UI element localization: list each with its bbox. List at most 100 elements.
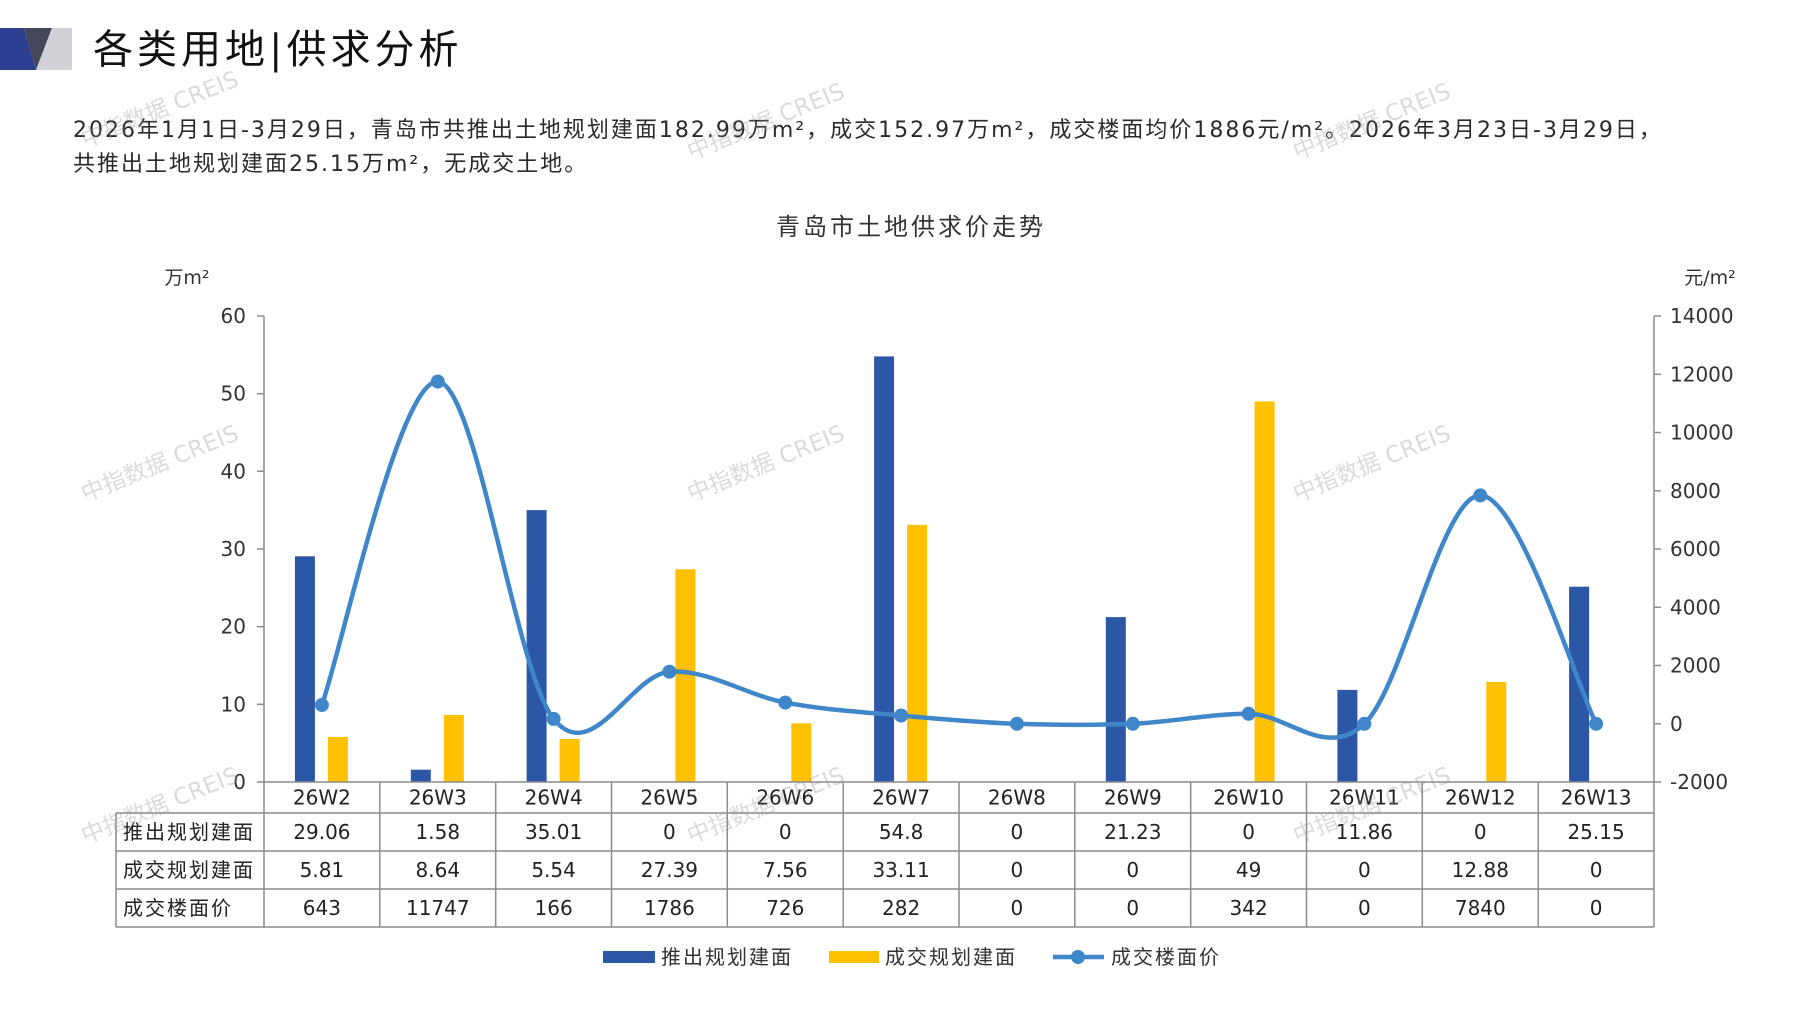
data-table: 26W2 26W3 26W4 26W5 26W6 26W7 26W8 26W9 26W10 26W…: [115, 781, 1655, 928]
category-label: 26W9: [1104, 786, 1162, 810]
table-cell: 0: [1011, 858, 1024, 882]
price-line: [319, 379, 1599, 740]
table-cell: 0: [1126, 858, 1139, 882]
legend-swatch-price-marker: [1071, 950, 1085, 964]
table-cell: 726: [766, 896, 804, 920]
bar-deal-26w5: [675, 569, 696, 782]
left-axis-unit: 万m²: [164, 267, 209, 289]
table-cell: 0: [1590, 858, 1603, 882]
table-cell: 0: [1474, 820, 1487, 844]
price-point-26w3: [430, 374, 445, 389]
category-label: 26W8: [988, 786, 1046, 810]
bar-supply-26w4: [526, 510, 547, 782]
category-label: 26W13: [1561, 786, 1632, 810]
price-point-26w4: [546, 711, 561, 726]
category-label: 26W7: [872, 786, 930, 810]
right-axis-tick-label: 2000: [1670, 654, 1721, 678]
right-axis-tick-label: 6000: [1670, 537, 1721, 561]
summary-line-1: 2026年1月1日-3月29日，青岛市共推出土地规划建面182.99万m²，成交…: [73, 118, 1663, 143]
price-point-26w2: [314, 698, 329, 712]
table-cell: 0: [1358, 858, 1371, 882]
right-axis-tick-label: -2000: [1670, 770, 1728, 794]
category-label: 26W3: [409, 786, 467, 810]
table-cell: 8.64: [416, 858, 461, 882]
table-cell: 0: [1358, 896, 1371, 920]
table-cell: 0: [779, 820, 792, 844]
left-axis-tick-label: 60: [221, 304, 246, 328]
table-cell: 282: [882, 896, 920, 920]
price-line-group: [314, 374, 1604, 740]
bar-deal-26w7: [907, 524, 928, 782]
summary-paragraph: 2026年1月1日-3月29日，青岛市共推出土地规划建面182.99万m²，成交…: [73, 114, 1663, 182]
table-row-label: 推出规划建面: [123, 820, 255, 844]
right-axis-tick-label: 12000: [1670, 362, 1734, 386]
legend-swatch-deal: [829, 951, 879, 963]
table-cell: 21.23: [1104, 820, 1161, 844]
price-point-26w5: [662, 664, 677, 679]
table-cell: 7.56: [763, 858, 808, 882]
chart-title: 青岛市土地供求价走势: [776, 213, 1046, 241]
axes: 0 10 20 30 40 50 60 -2000 0 2000 4000 6000 8000 10000…: [221, 304, 1734, 794]
right-axis-tick-label: 4000: [1670, 595, 1721, 619]
bar-supply-26w2: [294, 556, 315, 782]
bar-supply-26w7: [874, 356, 895, 782]
table-cell: 5.54: [531, 858, 576, 882]
left-axis-tick-label: 20: [221, 615, 246, 639]
price-point-26w8: [1009, 716, 1024, 731]
category-label: 26W12: [1445, 786, 1516, 810]
table-cell: 7840: [1455, 896, 1506, 920]
bar-deal-26w6: [791, 723, 812, 782]
table-cell: 0: [1011, 820, 1024, 844]
bar-deal-26w4: [559, 739, 580, 782]
table-cell: 1.58: [416, 820, 461, 844]
table-cell: 11.86: [1336, 820, 1393, 844]
price-point-26w11: [1357, 716, 1372, 731]
table-cell: 25.15: [1567, 820, 1624, 844]
left-axis-tick-label: 50: [221, 382, 246, 406]
category-label: 26W6: [756, 786, 814, 810]
table-cell: 12.88: [1452, 858, 1509, 882]
right-axis-tick-label: 0: [1670, 712, 1683, 736]
header-deco-light-shape: [36, 28, 72, 70]
table-cell: 0: [1126, 896, 1139, 920]
table-cell: 0: [1590, 896, 1603, 920]
table-cell: 5.81: [300, 858, 345, 882]
table-row-label: 成交规划建面: [123, 858, 255, 882]
price-point-26w7: [894, 708, 909, 723]
price-point-26w12: [1473, 488, 1488, 503]
header-decoration: [0, 28, 72, 70]
table-cell: 33.11: [872, 858, 929, 882]
bar-deal-26w3: [443, 714, 464, 782]
table-cell: 11747: [406, 896, 470, 920]
header-deco-dark-shape: [24, 28, 52, 70]
category-label: 26W5: [640, 786, 698, 810]
right-axis-tick-label: 10000: [1670, 421, 1734, 445]
left-axis-tick-label: 10: [221, 692, 246, 716]
table-cell: 0: [1242, 820, 1255, 844]
left-axis-tick-label: 0: [233, 770, 246, 794]
table-cell: 29.06: [293, 820, 350, 844]
table-cell: 166: [535, 896, 573, 920]
table-cell: 1786: [644, 896, 695, 920]
page-title: 各类用地|供求分析: [93, 27, 463, 73]
price-point-26w10: [1241, 706, 1256, 721]
legend: 推出规划建面 成交规划建面 成交楼面价: [603, 945, 1221, 969]
bar-group: [294, 356, 1590, 782]
left-axis-tick-label: 30: [221, 537, 246, 561]
left-axis-tick-label: 40: [221, 459, 246, 483]
table-cell: 0: [1011, 896, 1024, 920]
table-cell: 643: [303, 896, 341, 920]
table-cell: 342: [1230, 896, 1268, 920]
legend-label-deal: 成交规划建面: [885, 945, 1017, 969]
right-axis-unit: 元/m²: [1684, 267, 1736, 289]
table-cell: 49: [1236, 858, 1261, 882]
table-cell: 54.8: [879, 820, 924, 844]
category-label: 26W2: [293, 786, 351, 810]
right-axis-tick-label: 8000: [1670, 479, 1721, 503]
summary-line-2: 共推出土地规划建面25.15万m²，无成交土地。: [73, 152, 589, 177]
legend-label-price: 成交楼面价: [1111, 945, 1221, 969]
category-label: 26W10: [1213, 786, 1284, 810]
category-label: 26W11: [1329, 786, 1400, 810]
table-cell: 27.39: [641, 858, 698, 882]
